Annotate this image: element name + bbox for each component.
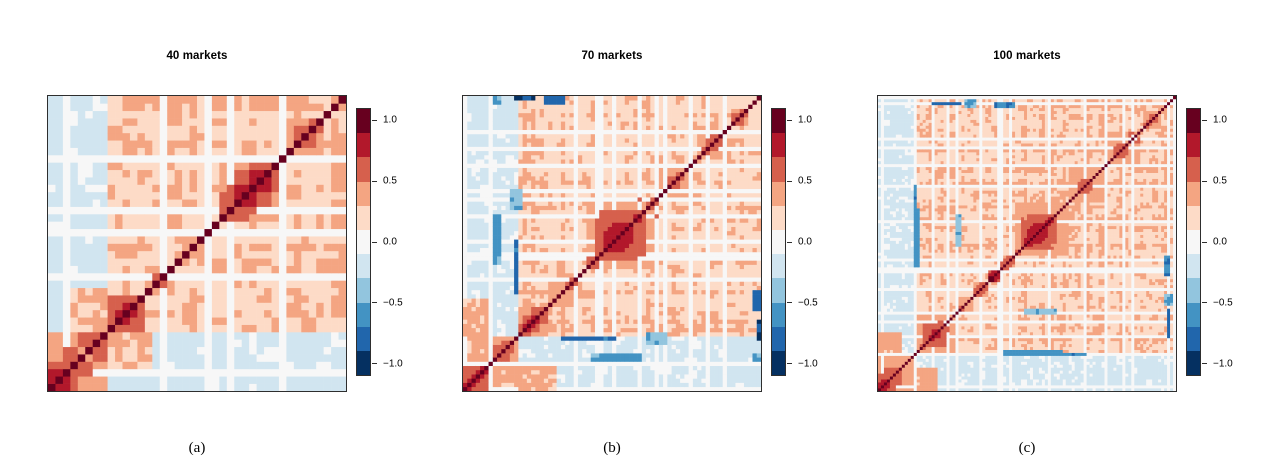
colorbar-segment-1 <box>357 133 370 158</box>
colorbar-tick-mark <box>1202 119 1207 121</box>
colorbar-tick-label: −1.0 <box>1213 358 1233 370</box>
colorbar-segment-5 <box>357 229 370 255</box>
heatmap-canvas-70-markets <box>463 96 761 391</box>
colorbar-tick-label: −0.5 <box>798 297 818 309</box>
panel-a-title: 40 markets <box>166 50 228 62</box>
colorbar-segment-4 <box>1187 205 1200 230</box>
colorbar-segment-5 <box>1187 229 1200 255</box>
colorbar-segment-5 <box>772 229 785 255</box>
colorbar-tick-mark <box>1202 363 1207 365</box>
colorbar-tick-mark <box>787 302 792 304</box>
colorbar-segment-10 <box>1187 350 1200 376</box>
colorbar-segment-4 <box>772 205 785 230</box>
colorbar-segment-8 <box>1187 302 1200 327</box>
colorbar-segment-4 <box>357 205 370 230</box>
colorbar-segment-9 <box>1187 326 1200 351</box>
colorbar-tick-mark <box>1202 302 1207 304</box>
colorbar-tick-mark <box>372 302 377 304</box>
colorbar-segment-1 <box>772 133 785 158</box>
colorbar-segment-7 <box>1187 278 1200 303</box>
panel-a-colorbar: 1.0 0.5 0.0 −0.5 −1.0 <box>356 108 444 376</box>
colorbar-segment-3 <box>1187 181 1200 206</box>
colorbar-segment-9 <box>357 326 370 351</box>
colorbar-segment-7 <box>772 278 785 303</box>
colorbar-tick-label: 1.0 <box>383 114 397 126</box>
colorbar-segment-8 <box>772 302 785 327</box>
colorbar-tick-mark <box>1202 180 1207 182</box>
panel-c-colorbar: 1.0 0.5 0.0 −0.5 −1.0 <box>1186 108 1274 376</box>
colorbar-segment-10 <box>772 350 785 376</box>
colorbar-segment-10 <box>357 350 370 376</box>
panel-c: 100 markets 1.0 0.5 0.0 −0.5 −1.0 (c) <box>877 0 1277 474</box>
colorbar-tick-mark <box>787 180 792 182</box>
panel-c-plot-area <box>877 95 1177 392</box>
colorbar-tick-label: 0.0 <box>798 236 812 248</box>
colorbar-segment-2 <box>772 157 785 182</box>
colorbar-tick-label: 0.5 <box>383 175 397 187</box>
colorbar-segment-9 <box>772 326 785 351</box>
colorbar-tick-label: −0.5 <box>1213 297 1233 309</box>
panel-b: 70 markets 1.0 0.5 0.0 −0.5 −1.0 (b) <box>462 0 862 474</box>
colorbar-gradient <box>356 108 371 376</box>
panel-b-colorbar: 1.0 0.5 0.0 −0.5 −1.0 <box>771 108 859 376</box>
heatmap-canvas-100-markets <box>878 96 1176 391</box>
colorbar-segment-2 <box>1187 157 1200 182</box>
colorbar-tick-mark <box>372 363 377 365</box>
colorbar-segment-2 <box>357 157 370 182</box>
colorbar-segment-3 <box>357 181 370 206</box>
colorbar-tick-mark <box>787 119 792 121</box>
colorbar-segment-8 <box>357 302 370 327</box>
panel-c-title: 100 markets <box>993 50 1061 62</box>
colorbar-gradient <box>771 108 786 376</box>
colorbar-tick-label: −1.0 <box>798 358 818 370</box>
colorbar-tick-label: 0.5 <box>1213 175 1227 187</box>
panel-a-plot-area <box>47 95 347 392</box>
colorbar-tick-mark <box>372 119 377 121</box>
colorbar-segment-0 <box>357 109 370 134</box>
colorbar-tick-mark <box>372 180 377 182</box>
colorbar-tick-label: −1.0 <box>383 358 403 370</box>
colorbar-tick-mark <box>787 241 792 243</box>
colorbar-tick-label: 0.5 <box>798 175 812 187</box>
colorbar-tick-mark <box>1202 241 1207 243</box>
colorbar-segment-6 <box>1187 254 1200 279</box>
panel-b-plot-area <box>462 95 762 392</box>
colorbar-segment-3 <box>772 181 785 206</box>
heatmap-canvas-40-markets <box>48 96 346 391</box>
colorbar-tick-label: 1.0 <box>798 114 812 126</box>
colorbar-tick-mark <box>787 363 792 365</box>
panel-b-caption: (b) <box>603 440 621 456</box>
colorbar-segment-6 <box>357 254 370 279</box>
colorbar-segment-0 <box>772 109 785 134</box>
colorbar-segment-0 <box>1187 109 1200 134</box>
panel-b-title: 70 markets <box>581 50 643 62</box>
colorbar-tick-label: 1.0 <box>1213 114 1227 126</box>
colorbar-segment-1 <box>1187 133 1200 158</box>
colorbar-segment-6 <box>772 254 785 279</box>
colorbar-tick-mark <box>372 241 377 243</box>
panel-c-caption: (c) <box>1018 440 1036 456</box>
colorbar-tick-label: 0.0 <box>1213 236 1227 248</box>
panel-a: 40 markets 1.0 0.5 0.0 −0.5 −1.0 (a) <box>47 0 447 474</box>
colorbar-tick-label: −0.5 <box>383 297 403 309</box>
colorbar-tick-label: 0.0 <box>383 236 397 248</box>
colorbar-segment-7 <box>357 278 370 303</box>
panel-a-caption: (a) <box>188 440 206 456</box>
colorbar-gradient <box>1186 108 1201 376</box>
